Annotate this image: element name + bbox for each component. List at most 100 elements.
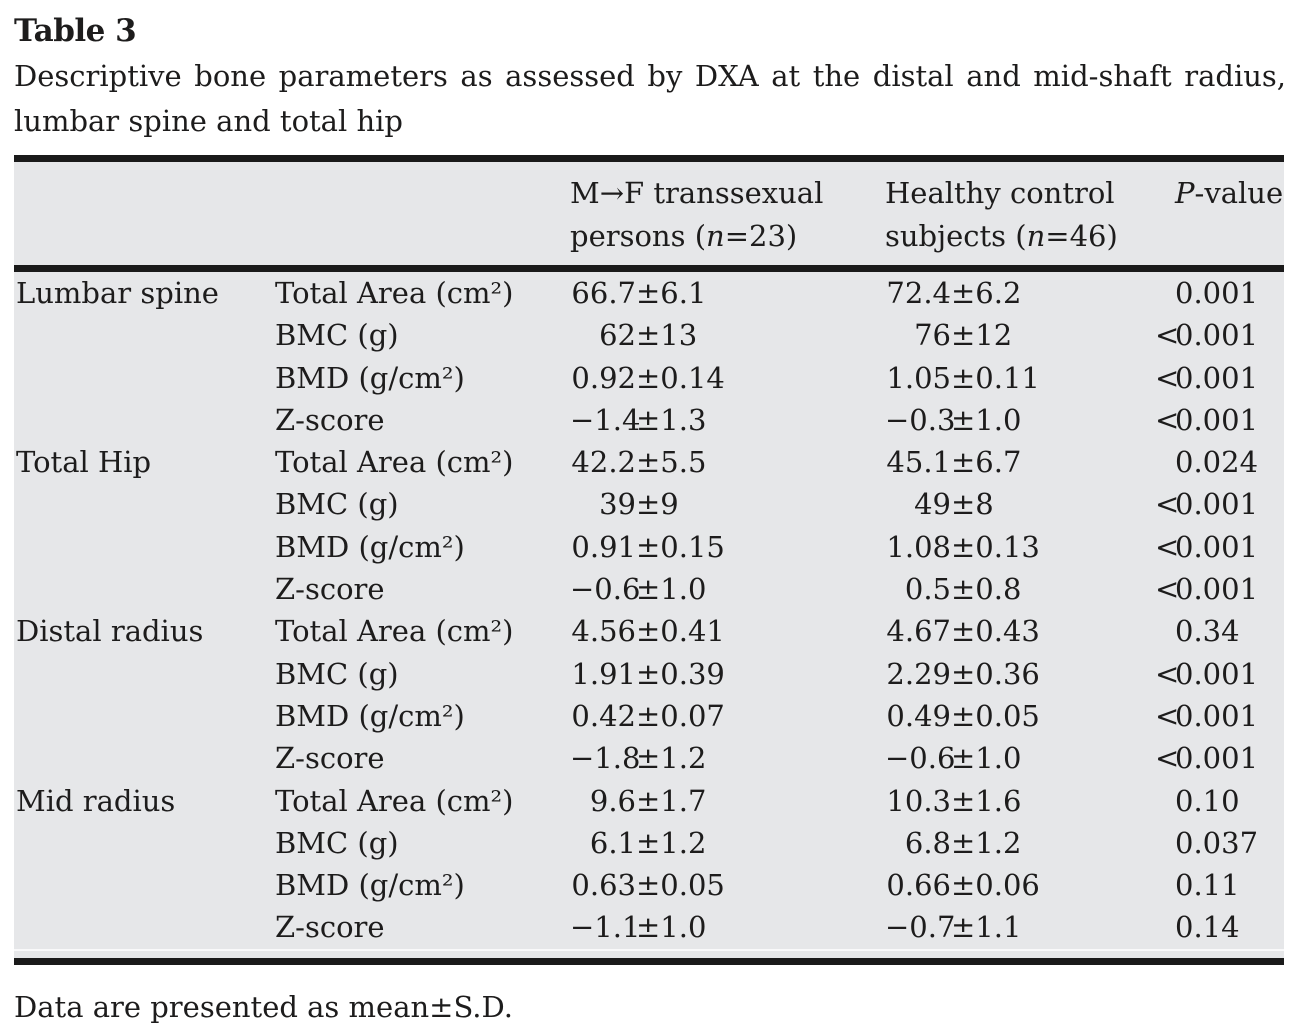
group1-mean: −0.6 — [570, 572, 641, 607]
group1-mean: −1.1 — [570, 910, 641, 945]
pvalue-number: 0.001 — [1175, 698, 1259, 733]
region-cell — [16, 864, 275, 906]
group1-mean: 6.1 — [589, 825, 636, 860]
group2-value-cell: 4.67±0.43 — [885, 610, 1155, 652]
group2-mean: 76 — [914, 318, 951, 353]
table-row: Mid radius Total Area (cm²) 9.6±1.7 10.3… — [14, 780, 1284, 822]
group2-sd: ±1.1 — [951, 910, 1022, 945]
group2-value-cell: 76±12 — [885, 314, 1155, 356]
group2-sd: ±12 — [951, 318, 1013, 353]
pvalue-number: 0.001 — [1175, 276, 1259, 310]
pvalue-number: 0.001 — [1175, 487, 1259, 522]
parameter-cell: Total Area (cm²) — [275, 276, 514, 310]
pvalue-number: 0.037 — [1175, 825, 1259, 860]
group2-sd: ±0.06 — [951, 868, 1040, 903]
group2-sd: ±6.7 — [951, 445, 1022, 480]
header-group2-n-symbol: n — [1026, 219, 1046, 253]
header-parameter-cell — [275, 172, 570, 258]
group2-sd: ±8 — [951, 487, 994, 522]
group1-mean: 4.56 — [571, 614, 636, 649]
group2-value-cell: −0.6±1.0 — [885, 737, 1155, 779]
pvalue-number: 0.001 — [1175, 529, 1259, 564]
group2-value-cell: 72.4±6.2 — [885, 272, 1155, 314]
group2-mean: 1.05 — [886, 360, 951, 395]
group1-value-cell: 62±13 — [570, 314, 885, 356]
pvalue-number: 0.001 — [1175, 572, 1259, 607]
group1-sd: ±0.05 — [636, 868, 725, 903]
group1-value-cell: 0.92±0.14 — [570, 357, 885, 399]
parameter-cell: Z-score — [275, 572, 385, 607]
header-rule — [14, 265, 1284, 272]
group1-sd: ±0.07 — [636, 698, 725, 733]
region-cell: Distal radius — [16, 614, 204, 649]
group2-value-cell: 1.05±0.11 — [885, 357, 1155, 399]
group1-sd: ±5.5 — [636, 445, 707, 480]
group2-sd: ±0.43 — [951, 614, 1040, 649]
region-cell — [16, 526, 275, 568]
group1-sd: ±0.41 — [636, 614, 725, 649]
pvalue-lt-sign: < — [1155, 360, 1180, 395]
group2-value-cell: 0.49±0.05 — [885, 695, 1155, 737]
group1-sd: ±0.14 — [636, 360, 725, 395]
parameter-cell: Z-score — [275, 910, 385, 945]
pvalue-lt-sign: < — [1155, 318, 1180, 353]
group1-sd: ±1.7 — [636, 783, 707, 818]
pvalue-cell: <0.001 — [1155, 526, 1284, 568]
group2-value-cell: 10.3±1.6 — [885, 780, 1155, 822]
pvalue-number: 0.001 — [1175, 318, 1259, 353]
group1-mean: 1.91 — [571, 656, 636, 691]
group1-value-cell: 42.2±5.5 — [570, 441, 885, 483]
pvalue-cell: <0.001 — [1155, 357, 1284, 399]
header-group1-line2-post: =23) — [724, 219, 798, 253]
parameter-cell: BMD (g/cm²) — [275, 868, 465, 903]
parameter-cell: BMD (g/cm²) — [275, 529, 465, 564]
pvalue-lt-sign: < — [1155, 402, 1180, 437]
region-cell — [16, 822, 275, 864]
pvalue-number: 0.11 — [1175, 868, 1240, 903]
header-group1-line2-pre: persons ( — [570, 219, 707, 253]
table-row: BMC (g) 62±13 76±12 <0.001 — [14, 314, 1284, 356]
pvalue-number: 0.34 — [1175, 614, 1240, 649]
region-cell — [16, 653, 275, 695]
region-cell — [16, 737, 275, 779]
pvalue-lt-sign: < — [1155, 698, 1180, 733]
pvalue-number: 0.10 — [1175, 783, 1240, 818]
table-row: BMC (g) 39±9 49±8 <0.001 — [14, 483, 1284, 525]
group1-mean: −1.8 — [570, 741, 641, 776]
header-group1-n-symbol: n — [706, 219, 725, 253]
group2-sd: ±0.36 — [951, 656, 1040, 691]
group2-sd: ±0.11 — [951, 360, 1040, 395]
header-pvalue-cell: P-value — [1155, 172, 1284, 258]
pvalue-lt-sign: < — [1155, 741, 1180, 776]
parameter-cell: BMC (g) — [275, 825, 399, 860]
group1-mean: 0.91 — [571, 529, 636, 564]
group2-value-cell: −0.3±1.0 — [885, 399, 1155, 441]
pvalue-number: 0.001 — [1175, 360, 1259, 395]
group1-mean: 62 — [599, 318, 636, 353]
region-cell — [16, 906, 275, 948]
table-body: Lumbar spine Total Area (cm²) 66.7±6.1 7… — [14, 272, 1284, 949]
table-footnote: Data are presented as mean±S.D. — [14, 989, 513, 1024]
table-caption: Descriptive bone parameters as assessed … — [14, 54, 1286, 144]
pvalue-number: 0.024 — [1175, 445, 1259, 480]
group1-value-cell: −1.4±1.3 — [570, 399, 885, 441]
group1-value-cell: −0.6±1.0 — [570, 568, 885, 610]
group1-mean: 9.6 — [589, 783, 636, 818]
parameter-cell: BMC (g) — [275, 318, 399, 353]
header-pvalue-rest: -value — [1194, 176, 1284, 210]
group1-sd: ±1.0 — [636, 910, 707, 945]
region-cell — [16, 568, 275, 610]
group1-sd: ±9 — [636, 487, 679, 522]
group2-sd: ±0.8 — [951, 572, 1022, 607]
group2-value-cell: 6.8±1.2 — [885, 822, 1155, 864]
pvalue-cell: <0.001 — [1155, 314, 1284, 356]
parameter-cell: Total Area (cm²) — [275, 783, 514, 818]
group2-mean: 45.1 — [886, 445, 951, 480]
table-row: Z-score −1.1±1.0 −0.7±1.1 0.14 — [14, 906, 1284, 948]
group1-value-cell: 39±9 — [570, 483, 885, 525]
group1-sd: ±1.2 — [636, 741, 707, 776]
data-table: M→F transsexual persons (n=23) Healthy c… — [14, 155, 1284, 965]
group1-value-cell: 4.56±0.41 — [570, 610, 885, 652]
region-cell — [16, 399, 275, 441]
table-header-row: M→F transsexual persons (n=23) Healthy c… — [14, 162, 1284, 265]
